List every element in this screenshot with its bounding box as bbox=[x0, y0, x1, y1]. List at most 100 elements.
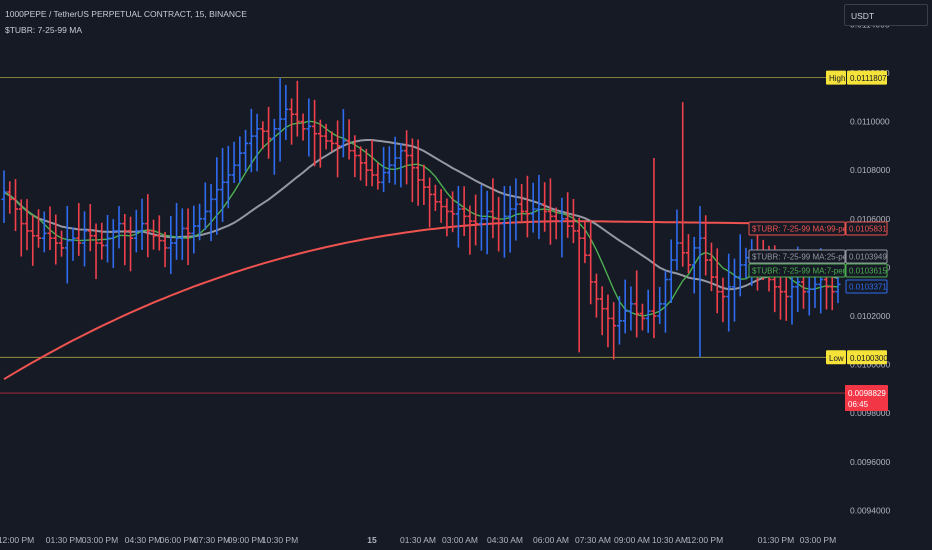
high-label-tag-bg bbox=[826, 70, 846, 85]
ohlc-bar bbox=[720, 277, 726, 323]
ohlc-bar bbox=[588, 219, 594, 305]
ohlc-bar bbox=[197, 203, 203, 241]
ohlc-bar bbox=[64, 205, 70, 284]
high-value-tag: 0.0111807 bbox=[847, 70, 887, 85]
ohlc-bar bbox=[214, 157, 220, 235]
ohlc-bar bbox=[225, 145, 231, 209]
ma-name-tag-bg bbox=[748, 249, 846, 264]
ohlc-bar bbox=[639, 303, 645, 331]
ohlc-bar bbox=[105, 214, 111, 263]
low-label-tag-text: Low bbox=[829, 354, 844, 363]
ohlc-bar bbox=[444, 198, 450, 237]
ohlc-bar bbox=[628, 286, 634, 331]
ohlc-bar bbox=[271, 118, 277, 175]
last-price-bg bbox=[845, 385, 888, 412]
ohlc-bar bbox=[582, 221, 588, 264]
ohlc-bar bbox=[680, 102, 686, 267]
time-tick-label: 12:00 PM bbox=[0, 535, 34, 545]
ohlc-bar bbox=[7, 181, 13, 214]
ohlc-bar bbox=[685, 234, 691, 274]
ohlc-bar bbox=[289, 98, 295, 145]
ohlc-bar bbox=[708, 242, 714, 292]
last-price-value: 0.0098829 bbox=[848, 389, 886, 398]
low-value-tag: 0.0100300 bbox=[847, 350, 888, 365]
ohlc-bar bbox=[662, 270, 668, 333]
ohlc-bar bbox=[254, 113, 260, 172]
price-tick-label: 0.0110000 bbox=[850, 117, 890, 127]
high-low-lines bbox=[0, 77, 845, 394]
ohlc-bar bbox=[145, 194, 151, 258]
ohlc-bars bbox=[1, 77, 841, 360]
ohlc-bar bbox=[714, 248, 720, 314]
ma-25-line bbox=[3, 139, 839, 291]
ohlc-bar bbox=[151, 219, 157, 250]
ohlc-bar bbox=[13, 179, 19, 232]
time-tick-label: 15 bbox=[367, 535, 377, 545]
time-tick-label: 01:30 PM bbox=[46, 535, 82, 545]
ohlc-bar bbox=[59, 230, 65, 257]
ohlc-bar bbox=[432, 184, 438, 212]
time-tick-label: 03:00 PM bbox=[82, 535, 118, 545]
ma-value-tag-text: 0.0105831 bbox=[849, 225, 887, 234]
time-tick-label: 09:00 AM bbox=[614, 535, 650, 545]
ohlc-bar bbox=[427, 177, 433, 228]
ma-value-tag-text: 0.0103371 bbox=[849, 283, 887, 292]
time-tick-label: 04:30 PM bbox=[125, 535, 161, 545]
ohlc-bar bbox=[191, 205, 197, 254]
price-tick-label: 0.0096000 bbox=[850, 457, 890, 467]
ohlc-bar bbox=[536, 174, 542, 240]
ohlc-bar bbox=[657, 286, 663, 325]
ohlc-bar bbox=[703, 215, 709, 276]
ohlc-bar bbox=[404, 130, 410, 185]
ohlc-bar bbox=[501, 186, 507, 258]
ohlc-bar bbox=[634, 270, 640, 338]
ohlc-bar bbox=[386, 146, 392, 184]
ma-99-line bbox=[3, 220, 839, 381]
low-label-tag-bg bbox=[826, 350, 846, 365]
symbol-title[interactable]: 1000PEPE / TetherUS PERPETUAL CONTRACT, … bbox=[5, 9, 247, 19]
ohlc-bar bbox=[593, 273, 599, 318]
ma-7-line bbox=[3, 120, 839, 317]
ma-name-tag: $TUBR: 7-25-99 MA:25-period bbox=[748, 249, 861, 264]
ohlc-bar bbox=[110, 219, 116, 269]
ohlc-bar bbox=[737, 234, 743, 297]
ohlc-bar bbox=[611, 302, 617, 360]
ohlc-bar bbox=[559, 197, 565, 258]
price-tick-label: 0.0094000 bbox=[850, 505, 890, 515]
ohlc-bar bbox=[128, 216, 134, 272]
ohlc-bar bbox=[139, 198, 145, 250]
ohlc-bar bbox=[381, 147, 387, 193]
ohlc-bar bbox=[490, 178, 496, 239]
ma-value-tag-bg bbox=[845, 279, 888, 294]
ohlc-bar bbox=[461, 186, 467, 236]
ohlc-bar bbox=[306, 98, 312, 157]
ohlc-bar bbox=[329, 131, 335, 152]
ohlc-bar bbox=[162, 231, 168, 268]
ohlc-bar bbox=[283, 84, 289, 141]
ohlc-bar bbox=[605, 294, 611, 348]
ohlc-bar bbox=[467, 205, 473, 255]
ohlc-bar bbox=[76, 203, 82, 256]
low-value-tag-bg bbox=[847, 350, 887, 365]
ma-name-tag-text: $TUBR: 7-25-99 MA:25-period bbox=[752, 253, 861, 262]
ohlc-bar bbox=[697, 206, 703, 358]
indicator-title[interactable]: $TUBR: 7-25-99 MA bbox=[5, 25, 82, 35]
ohlc-bar bbox=[484, 190, 490, 255]
ohlc-bar bbox=[478, 185, 484, 251]
ohlc-bar bbox=[133, 209, 139, 253]
currency-selector[interactable]: USDT bbox=[844, 4, 928, 26]
price-tags: High 0.0111807 Low 0.0100300 0.0098829 06:45 $… bbox=[748, 70, 888, 412]
ohlc-bar bbox=[421, 164, 427, 205]
time-tick-label: 12:00 PM bbox=[687, 535, 723, 545]
currency-label: USDT bbox=[851, 11, 875, 21]
ohlc-bar bbox=[507, 185, 513, 253]
ohlc-bar bbox=[18, 199, 24, 257]
time-tick-label: 07:30 PM bbox=[194, 535, 230, 545]
price-tick-label: 0.0100000 bbox=[850, 360, 890, 370]
ohlc-bar bbox=[30, 215, 36, 266]
time-tick-label: 04:30 AM bbox=[487, 535, 523, 545]
ohlc-bar bbox=[266, 106, 272, 159]
high-label-tag-text: High bbox=[829, 74, 845, 83]
